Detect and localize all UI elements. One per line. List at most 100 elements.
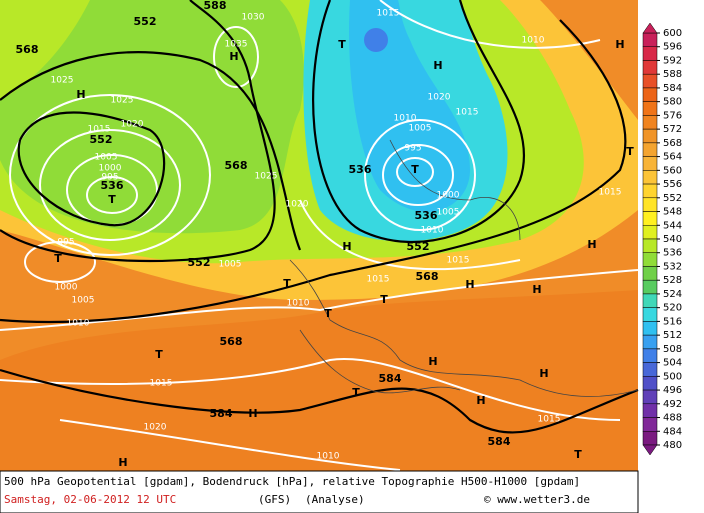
colorbar-band <box>642 183 658 199</box>
colorbar-tick-label: 548 <box>663 207 682 218</box>
map-label: 1000 <box>55 283 78 293</box>
colorbar-band <box>642 156 658 171</box>
isobars <box>0 0 639 471</box>
colorbar-tick-label: 484 <box>663 426 682 437</box>
geopotential-lines <box>0 0 639 434</box>
colorbar-tick-label: 512 <box>663 330 682 341</box>
colorbar-band <box>642 403 658 418</box>
map-label: 1010 <box>317 452 340 462</box>
footer-credit: © www.wetter3.de <box>484 493 590 506</box>
map-label: 1025 <box>51 76 74 86</box>
colorbar-band <box>642 362 658 377</box>
colorbar-tick-label: 592 <box>663 55 682 66</box>
map-label: 1015 <box>538 415 561 425</box>
colorbar-band <box>642 252 658 267</box>
map-label: 588 <box>204 0 227 12</box>
footer-date: Samstag, 02-06-2012 12 UTC <box>4 493 176 506</box>
footer-description: 500 hPa Geopotential [gpdam], Bodendruck… <box>4 475 580 488</box>
map-label: 1010 <box>394 114 417 124</box>
colorbar-tick-label: 500 <box>663 371 682 382</box>
colorbar-band <box>642 87 658 102</box>
map-label: H <box>428 355 437 368</box>
colorbar-band <box>642 279 658 295</box>
map-label: 1010 <box>522 36 545 46</box>
map-label: H <box>532 283 541 296</box>
colorbar-band <box>642 225 658 240</box>
colorbar-band <box>642 32 658 47</box>
map-label: 552 <box>188 256 211 269</box>
colorbar-band <box>642 293 658 308</box>
colorbar-tick-label: 584 <box>663 83 682 94</box>
colorbar-tick-label: 576 <box>663 110 682 121</box>
colorbar-band <box>642 389 658 405</box>
map-label: 584 <box>379 372 402 385</box>
map-label: H <box>615 38 624 51</box>
zone-blue <box>364 28 388 52</box>
colorbar-band <box>642 307 658 322</box>
colorbar-tick-label: 492 <box>663 399 682 410</box>
map-label: H <box>248 407 257 420</box>
colorbar-tick-label: 480 <box>663 440 682 451</box>
map-label: 1020 <box>144 423 167 433</box>
map-label: 1000 <box>99 164 122 174</box>
map-label: 1025 <box>111 96 134 106</box>
colorbar-tick-label: 516 <box>663 316 682 327</box>
colorbar-tick-label: 536 <box>663 248 682 259</box>
map-label: 536 <box>349 163 372 176</box>
map-label: T <box>380 293 388 306</box>
zone-cyan-dark <box>349 0 470 212</box>
colorbar-band <box>642 73 658 89</box>
zone-orange <box>0 290 638 471</box>
colorbar-tick-label: 504 <box>663 358 682 369</box>
colorbar-band <box>642 334 658 350</box>
map-label: 568 <box>416 270 439 283</box>
colorbar-band <box>642 417 658 432</box>
map-label: 1020 <box>121 120 144 130</box>
map-label: 1005 <box>437 208 460 218</box>
map-label: 552 <box>90 133 113 146</box>
colorbar-tick-label: 488 <box>663 413 682 424</box>
map-label: 568 <box>16 43 39 56</box>
map-label: 1020 <box>428 93 451 103</box>
colorbar-tick-label: 580 <box>663 97 682 108</box>
map-label: 1005 <box>219 260 242 270</box>
colorbar-tick-label: 568 <box>663 138 682 149</box>
map-label: H <box>587 238 596 251</box>
map-label: T <box>352 386 360 399</box>
colorbar-tick-label: 532 <box>663 261 682 272</box>
map-label: H <box>476 394 485 407</box>
map-label: 995 <box>404 144 421 154</box>
map-label: 1020 <box>286 200 309 210</box>
colorbar-tick-label: 552 <box>663 193 682 204</box>
colorbar-tick-label: 544 <box>663 220 682 231</box>
map-label: 568 <box>225 159 248 172</box>
footer-model: (GFS) <box>258 493 291 506</box>
colorbar-cap <box>642 444 658 456</box>
map-label: 1010 <box>67 319 90 329</box>
map-label: T <box>155 348 163 361</box>
map-label: 536 <box>101 179 124 192</box>
colorbar-band <box>642 431 658 446</box>
colorbar-band <box>642 101 658 116</box>
colorbar-tick-label: 600 <box>663 28 682 39</box>
colorbar-band <box>642 197 658 212</box>
colorbar-band <box>642 321 658 336</box>
colorbar-tick-label: 560 <box>663 165 682 176</box>
footer-run: (Analyse) <box>305 493 365 506</box>
colorbar-tick-label: 528 <box>663 275 682 286</box>
colorbar-band <box>642 266 658 281</box>
map-label: 995 <box>57 238 74 248</box>
map-label: 1025 <box>255 172 278 182</box>
colorbar: 600 596 592 588 584 580 576 572 568 564 560 556 552 5… <box>642 22 682 456</box>
map-label: T <box>324 307 332 320</box>
colorbar-band <box>642 60 658 75</box>
map-label: 1015 <box>150 379 173 389</box>
colorbar-band <box>642 376 658 391</box>
map-label: 1035 <box>225 40 248 50</box>
map-label: 584 <box>488 435 511 448</box>
map-label: T <box>411 163 419 176</box>
map-label: H <box>229 50 238 63</box>
colorbar-tick-label: 520 <box>663 303 682 314</box>
